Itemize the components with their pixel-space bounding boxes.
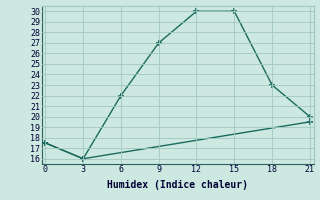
X-axis label: Humidex (Indice chaleur): Humidex (Indice chaleur) — [107, 180, 248, 190]
